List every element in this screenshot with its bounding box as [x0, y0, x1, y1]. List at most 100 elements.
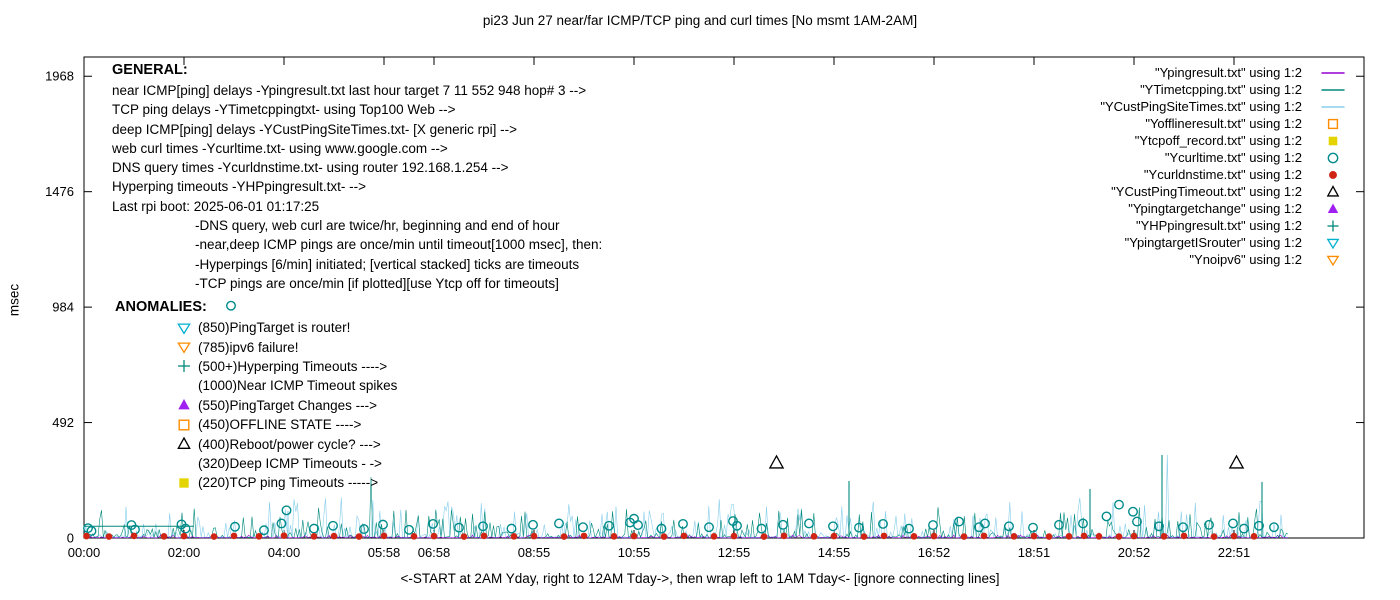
- series-YCustPingTimeout.txt: [768, 454, 1245, 469]
- y-axis-ticks: 0 492 984 1476 1968: [45, 69, 1364, 546]
- line-icon: [1321, 88, 1345, 91]
- square-filled-icon: [1328, 136, 1338, 145]
- legend-label: "YHPpingresult.txt" using 1:2: [1135, 218, 1302, 233]
- general-block: GENERAL: near ICMP[ping] delays -Ypingre…: [112, 62, 602, 293]
- y-tick-label: 1968: [45, 69, 74, 84]
- series-Ycurldnstime.txt: [83, 532, 1258, 540]
- legend-item: "YTimetcpping.txt" using 1:2: [1100, 81, 1358, 98]
- x-tick-label: 00:00: [68, 545, 101, 560]
- legend-item: "YpingtargetISrouter" using 1:2: [1100, 234, 1358, 251]
- legend-item: "Ycurldnstime.txt" using 1:2: [1100, 166, 1358, 183]
- circle-filled-icon: [1329, 170, 1337, 179]
- x-tick-label: 20:52: [1118, 545, 1151, 560]
- anomaly-item: (1000)Near ICMP Timeout spikes: [115, 376, 397, 395]
- x-tick-label: 05:58: [368, 545, 401, 560]
- anomaly-label: (400)Reboot/power cycle? --->: [198, 436, 381, 452]
- legend-label: "Ypingtargetchange" using 1:2: [1128, 201, 1302, 216]
- legend-label: "YTimetcpping.txt" using 1:2: [1140, 82, 1302, 97]
- legend-item: "YCustPingSiteTimes.txt" using 1:2: [1100, 98, 1358, 115]
- square-open-icon: [1327, 118, 1339, 129]
- anomaly-item: (850)PingTarget is router!: [115, 318, 397, 337]
- y-tick-label: 984: [52, 300, 74, 315]
- anomaly-label: (450)OFFLINE STATE ---->: [198, 417, 362, 433]
- general-line: web curl times -Ycurltime.txt- using www…: [112, 140, 448, 156]
- anomaly-item: (550)PingTarget Changes --->: [115, 396, 397, 415]
- anomaly-label: (1000)Near ICMP Timeout spikes: [198, 378, 398, 394]
- anomaly-label: (220)TCP ping Timeouts ----->: [198, 475, 379, 491]
- x-tick-label: 04:00: [268, 545, 301, 560]
- anomalies-list: (850)PingTarget is router! (785)ipv6 fail…: [115, 318, 397, 493]
- x-tick-label: 08:55: [518, 545, 551, 560]
- legend-label: "Yofflineresult.txt" using 1:2: [1145, 116, 1302, 131]
- anomaly-item: (320)Deep ICMP Timeouts - ->: [115, 454, 397, 473]
- anomalies-block: ANOMALIES: (850)PingTarget is router! (78…: [115, 299, 397, 493]
- general-line: -near,deep ICMP pings are once/min until…: [195, 237, 603, 253]
- x-tick-label: 14:55: [818, 545, 851, 560]
- square-filled-icon: [179, 478, 189, 488]
- general-lines: near ICMP[ping] delays -Ypingresult.txt …: [112, 81, 602, 293]
- legend-item: "YCustPingTimeout.txt" using 1:2: [1100, 183, 1358, 200]
- y-tick-label: 492: [52, 415, 74, 430]
- y-tick-label: 1476: [45, 184, 74, 199]
- plus-icon: [1327, 220, 1339, 231]
- legend-item: "Ynoipv6" using 1:2: [1100, 251, 1358, 268]
- anomaly-item: (450)OFFLINE STATE ---->: [115, 415, 397, 434]
- legend-label: "YCustPingTimeout.txt" using 1:2: [1111, 184, 1302, 199]
- legend-item: "Ypingtargetchange" using 1:2: [1100, 200, 1358, 217]
- x-tick-label: 12:55: [718, 545, 751, 560]
- legend-label: "Ycurltime.txt" using 1:2: [1164, 150, 1302, 165]
- anomaly-item: (400)Reboot/power cycle? --->: [115, 434, 397, 453]
- legend-label: "Ytcpoff_record.txt" using 1:2: [1134, 133, 1302, 148]
- anomaly-label: (785)ipv6 failure!: [198, 339, 299, 355]
- general-heading: GENERAL:: [112, 62, 188, 78]
- circle-open-icon: [1327, 152, 1339, 163]
- legend-label: "Ypingresult.txt" using 1:2: [1154, 65, 1302, 80]
- legend-item: "Ytcpoff_record.txt" using 1:2: [1100, 132, 1358, 149]
- blank-icon: [175, 455, 193, 471]
- triangle-up-open-icon: [177, 436, 191, 450]
- general-line: near ICMP[ping] delays -Ypingresult.txt …: [112, 83, 587, 98]
- general-line: TCP ping delays -YTimetcppingtxt- using …: [112, 102, 456, 118]
- general-line: -DNS query, web curl are twice/hr, begin…: [195, 218, 560, 234]
- x-axis-label: <-START at 2AM Yday, right to 12AM Tday-…: [400, 571, 1000, 586]
- x-tick-label: 18:51: [1018, 545, 1051, 560]
- anomaly-label: (850)PingTarget is router!: [198, 320, 351, 336]
- anomalies-heading: ANOMALIES:: [115, 299, 207, 315]
- x-tick-label: 22:51: [1218, 545, 1251, 560]
- anomaly-item: (220)TCP ping Timeouts ----->: [115, 473, 397, 492]
- legend-item: "Yofflineresult.txt" using 1:2: [1100, 115, 1358, 132]
- x-tick-label: 10:55: [618, 545, 651, 560]
- triangle-up-open-icon: [1326, 184, 1340, 197]
- general-line: DNS query times -Ycurldnstime.txt- using…: [112, 160, 509, 176]
- line-icon: [1321, 105, 1345, 108]
- triangle-up-filled-icon: [1327, 203, 1339, 213]
- general-line: Last rpi boot: 2025-06-01 01:17:25: [112, 198, 320, 214]
- general-line: deep ICMP[ping] delays -YCustPingSiteTim…: [112, 121, 518, 137]
- general-line: -TCP pings are once/min [if plotted][use…: [195, 275, 559, 291]
- general-line: Hyperping timeouts -YHPpingresult.txt- -…: [112, 179, 366, 195]
- line-icon: [1321, 71, 1345, 74]
- x-axis-ticks: 00:00 02:00 04:00 05:58 06:58 08:55 10:55 12:55…: [68, 57, 1251, 560]
- anomaly-label: (550)PingTarget Changes --->: [198, 397, 377, 413]
- legend-item: "Ypingresult.txt" using 1:2: [1100, 64, 1358, 81]
- anomaly-label: (320)Deep ICMP Timeouts - ->: [198, 455, 382, 471]
- triangle-up-filled-icon: [178, 399, 190, 410]
- y-tick-label: 0: [67, 531, 74, 546]
- triangle-down-open-icon: [1326, 238, 1340, 249]
- anomaly-label: (500+)Hyperping Timeouts ---->: [198, 358, 388, 374]
- legend-label: "Ynoipv6" using 1:2: [1189, 252, 1302, 267]
- blank-icon: [175, 378, 193, 394]
- triangle-down-open-icon: [177, 323, 191, 335]
- legend-item: "YHPpingresult.txt" using 1:2: [1100, 217, 1358, 234]
- legend-label: "Ycurldnstime.txt" using 1:2: [1143, 167, 1302, 182]
- legend-label: "YCustPingSiteTimes.txt" using 1:2: [1100, 99, 1302, 114]
- x-tick-label: 06:58: [418, 545, 451, 560]
- x-tick-label: 16:52: [918, 545, 951, 560]
- general-line: -Hyperpings [6/min] initiated; [vertical…: [195, 256, 580, 272]
- anomaly-item: (785)ipv6 failure!: [115, 337, 397, 356]
- series-Ycurltime.txt: [83, 300, 1279, 536]
- triangle-down-open-icon: [177, 342, 191, 354]
- x-tick-label: 02:00: [168, 545, 201, 560]
